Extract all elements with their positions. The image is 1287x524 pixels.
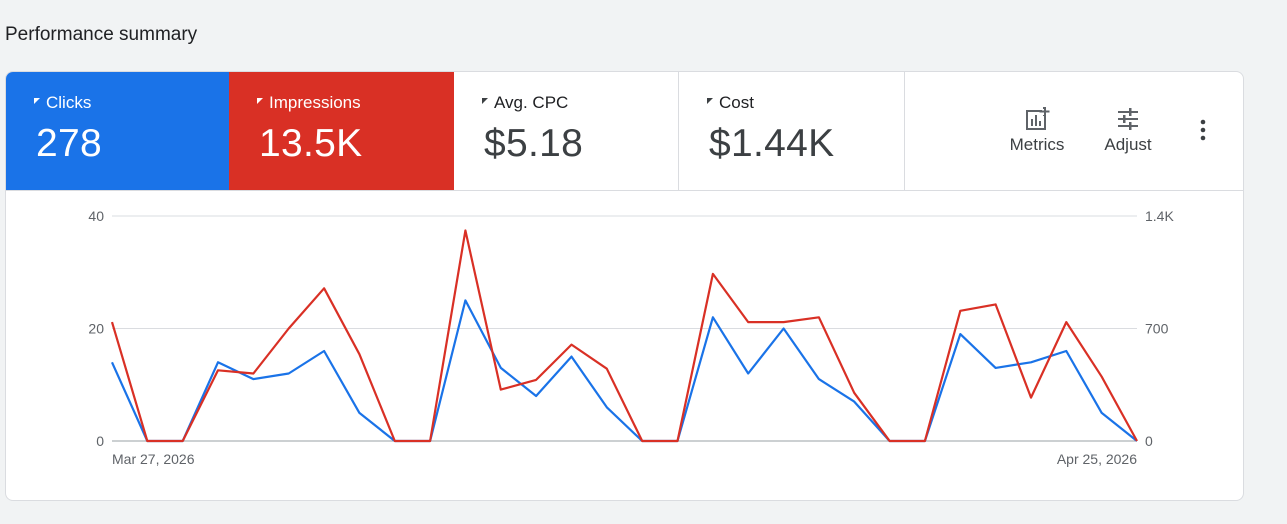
metric-tile-cost[interactable]: Cost $1.44K (679, 72, 905, 190)
left-axis-tick-label: 20 (88, 321, 104, 337)
metric-value-clicks: 278 (36, 122, 102, 165)
right-axis-tick-label: 0 (1145, 433, 1153, 449)
metric-label-cost: Cost (719, 93, 754, 112)
metric-value-impressions: 13.5K (259, 122, 363, 165)
x-axis-end-label: Apr 25, 2026 (1057, 451, 1137, 467)
page-title: Performance summary (5, 24, 198, 45)
more-vert-icon[interactable] (1193, 118, 1213, 142)
dropdown-triangle-icon (707, 98, 713, 104)
performance-card: Clicks 278 Impressions 13.5K Avg. CPC $5… (5, 71, 1244, 501)
metric-value-avg-cpc: $5.18 (484, 122, 584, 165)
tune-icon (1118, 108, 1138, 130)
right-axis-tick-label: 1.4K (1145, 208, 1174, 224)
metric-label-impressions: Impressions (269, 93, 361, 112)
metrics-button-label: Metrics (1009, 135, 1065, 154)
dropdown-triangle-icon (34, 98, 40, 104)
metric-label-clicks: Clicks (46, 93, 92, 112)
metric-tiles: Clicks 278 Impressions 13.5K Avg. CPC $5… (6, 72, 1243, 191)
metric-value-cost: $1.44K (709, 122, 835, 165)
metric-tile-avg-cpc[interactable]: Avg. CPC $5.18 (454, 72, 679, 190)
metrics-chart-icon (1026, 107, 1050, 130)
metric-tile-clicks[interactable]: Clicks 278 (6, 72, 229, 190)
right-axis-tick-label: 700 (1145, 321, 1169, 337)
left-axis-tick-label: 0 (96, 433, 104, 449)
performance-chart: 0 0 20 700 40 1.4K Mar 27, 2026 Apr 25, 2026 (88, 208, 1174, 467)
adjust-button[interactable]: Adjust (1088, 105, 1168, 155)
series-line-impressions (110, 229, 1138, 443)
dropdown-triangle-icon (482, 98, 488, 104)
left-axis-tick-label: 40 (88, 208, 104, 224)
chart-toolbar: Metrics Adjust (905, 72, 1243, 190)
series-line-clicks (110, 299, 1138, 443)
x-axis-start-label: Mar 27, 2026 (112, 451, 195, 467)
adjust-button-label: Adjust (1104, 135, 1152, 154)
metrics-button[interactable]: Metrics (997, 105, 1077, 155)
metric-label-avg-cpc: Avg. CPC (494, 93, 569, 112)
dropdown-triangle-icon (257, 98, 263, 104)
metric-tile-impressions[interactable]: Impressions 13.5K (229, 72, 454, 190)
